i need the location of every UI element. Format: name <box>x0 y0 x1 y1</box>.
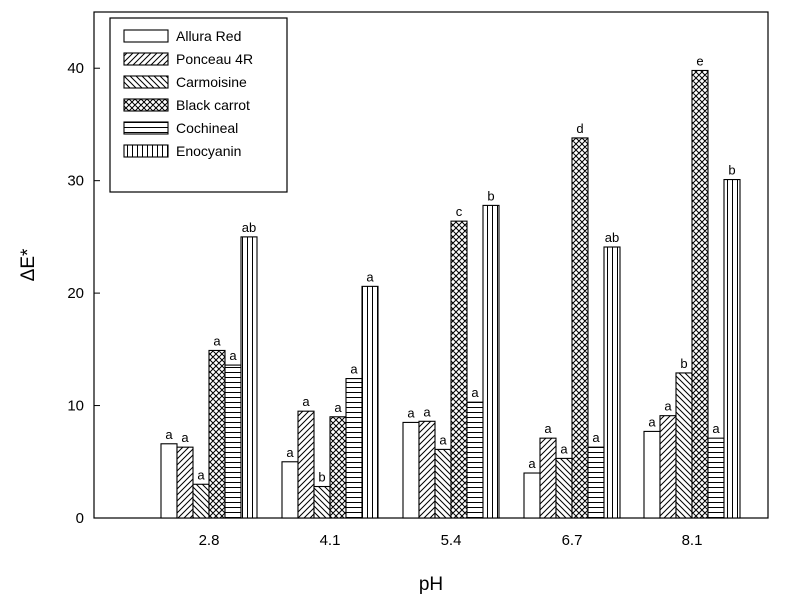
legend-swatch <box>123 52 169 66</box>
bar-ponceau-4r <box>659 415 677 519</box>
bar-significance-label: a <box>181 430 189 445</box>
y-tick-label: 30 <box>67 173 84 190</box>
x-tick-label: 8.1 <box>682 532 703 549</box>
bar-significance-label: a <box>439 432 447 447</box>
bar-black-carrot <box>329 416 347 519</box>
bar-significance-label: a <box>197 467 205 482</box>
bar-significance-label: d <box>576 121 583 136</box>
legend-swatch <box>123 29 169 43</box>
legend-label: Black carrot <box>176 97 250 113</box>
bar-significance-label: a <box>229 348 237 363</box>
bar-enocyanin <box>482 204 500 519</box>
bar-ponceau-4r <box>539 437 557 519</box>
legend-swatch <box>123 144 169 158</box>
x-tick-label: 6.7 <box>562 532 583 549</box>
bar-significance-label: a <box>664 399 672 414</box>
bar-significance-label: a <box>528 456 536 471</box>
x-tick-label: 4.1 <box>320 532 341 549</box>
legend: Allura Red Ponceau 4R Carmoisine Black carr… <box>109 17 288 193</box>
bar-significance-label: a <box>165 427 173 442</box>
bar-black-carrot <box>450 220 468 519</box>
bar-black-carrot <box>571 137 589 519</box>
y-axis-title: ΔE* <box>18 248 39 281</box>
bar-significance-label: e <box>696 53 703 68</box>
y-tick-label: 10 <box>67 398 84 415</box>
bar-significance-label: a <box>407 405 415 420</box>
x-axis-title: pH <box>419 574 443 595</box>
bar-black-carrot <box>691 69 709 519</box>
bars-group <box>160 69 741 519</box>
bar-carmoisine <box>675 372 693 519</box>
bar-significance-label: a <box>423 404 431 419</box>
bar-ponceau-4r <box>176 446 194 519</box>
bar-ponceau-4r <box>418 420 436 519</box>
bar-significance-label: a <box>350 362 358 377</box>
bar-allura-red <box>281 461 299 519</box>
bar-enocyanin <box>723 178 741 519</box>
bar-enocyanin <box>240 236 258 519</box>
y-tick-label: 20 <box>67 285 84 302</box>
bar-allura-red <box>160 443 178 519</box>
bar-allura-red <box>643 430 661 519</box>
bar-significance-label: a <box>213 333 221 348</box>
bar-significance-label: b <box>487 188 494 203</box>
y-tick-label: 0 <box>76 510 84 527</box>
bar-allura-red <box>402 421 420 519</box>
bar-significance-label: b <box>680 356 687 371</box>
y-axis: 0 10 20 30 40 <box>67 60 100 527</box>
bar-significance-label: c <box>456 204 463 219</box>
bar-significance-label: a <box>544 421 552 436</box>
bar-carmoisine <box>192 483 210 519</box>
bar-significance-label: b <box>728 163 735 178</box>
bar-cochineal <box>707 437 725 519</box>
bar-cochineal <box>466 401 484 519</box>
bar-significance-label: a <box>302 394 310 409</box>
bar-significance-label: a <box>648 414 656 429</box>
x-tick-label: 2.8 <box>199 532 220 549</box>
bar-significance-label: a <box>560 441 568 456</box>
bar-carmoisine <box>313 485 331 519</box>
legend-label: Enocyanin <box>176 143 241 159</box>
bar-significance-label: ab <box>242 220 256 235</box>
legend-swatch <box>123 121 169 135</box>
bar-significance-label: a <box>471 385 479 400</box>
bar-enocyanin <box>361 285 379 519</box>
legend-label: Carmoisine <box>176 74 247 90</box>
x-tick-label: 5.4 <box>441 532 462 549</box>
bar-significance-label: a <box>592 430 600 445</box>
bar-cochineal <box>224 364 242 519</box>
legend-label: Allura Red <box>176 28 241 44</box>
bar-significance-label: b <box>318 470 325 485</box>
bar-carmoisine <box>555 457 573 519</box>
legend-swatch <box>123 75 169 89</box>
bar-enocyanin <box>603 246 621 519</box>
legend-swatch <box>123 98 169 112</box>
bar-black-carrot <box>208 349 226 519</box>
y-tick-label: 40 <box>67 60 84 77</box>
bar-significance-label: a <box>366 269 374 284</box>
bar-significance-label: a <box>286 445 294 460</box>
bar-significance-label: ab <box>605 230 619 245</box>
bar-ponceau-4r <box>297 410 315 519</box>
bar-cochineal <box>587 446 605 519</box>
bar-carmoisine <box>434 448 452 519</box>
bar-cochineal <box>345 378 363 519</box>
bar-significance-label: a <box>712 421 720 436</box>
legend-label: Cochineal <box>176 120 238 136</box>
bar-significance-label: a <box>334 400 342 415</box>
legend-label: Ponceau 4R <box>176 51 253 67</box>
bar-allura-red <box>523 472 541 519</box>
